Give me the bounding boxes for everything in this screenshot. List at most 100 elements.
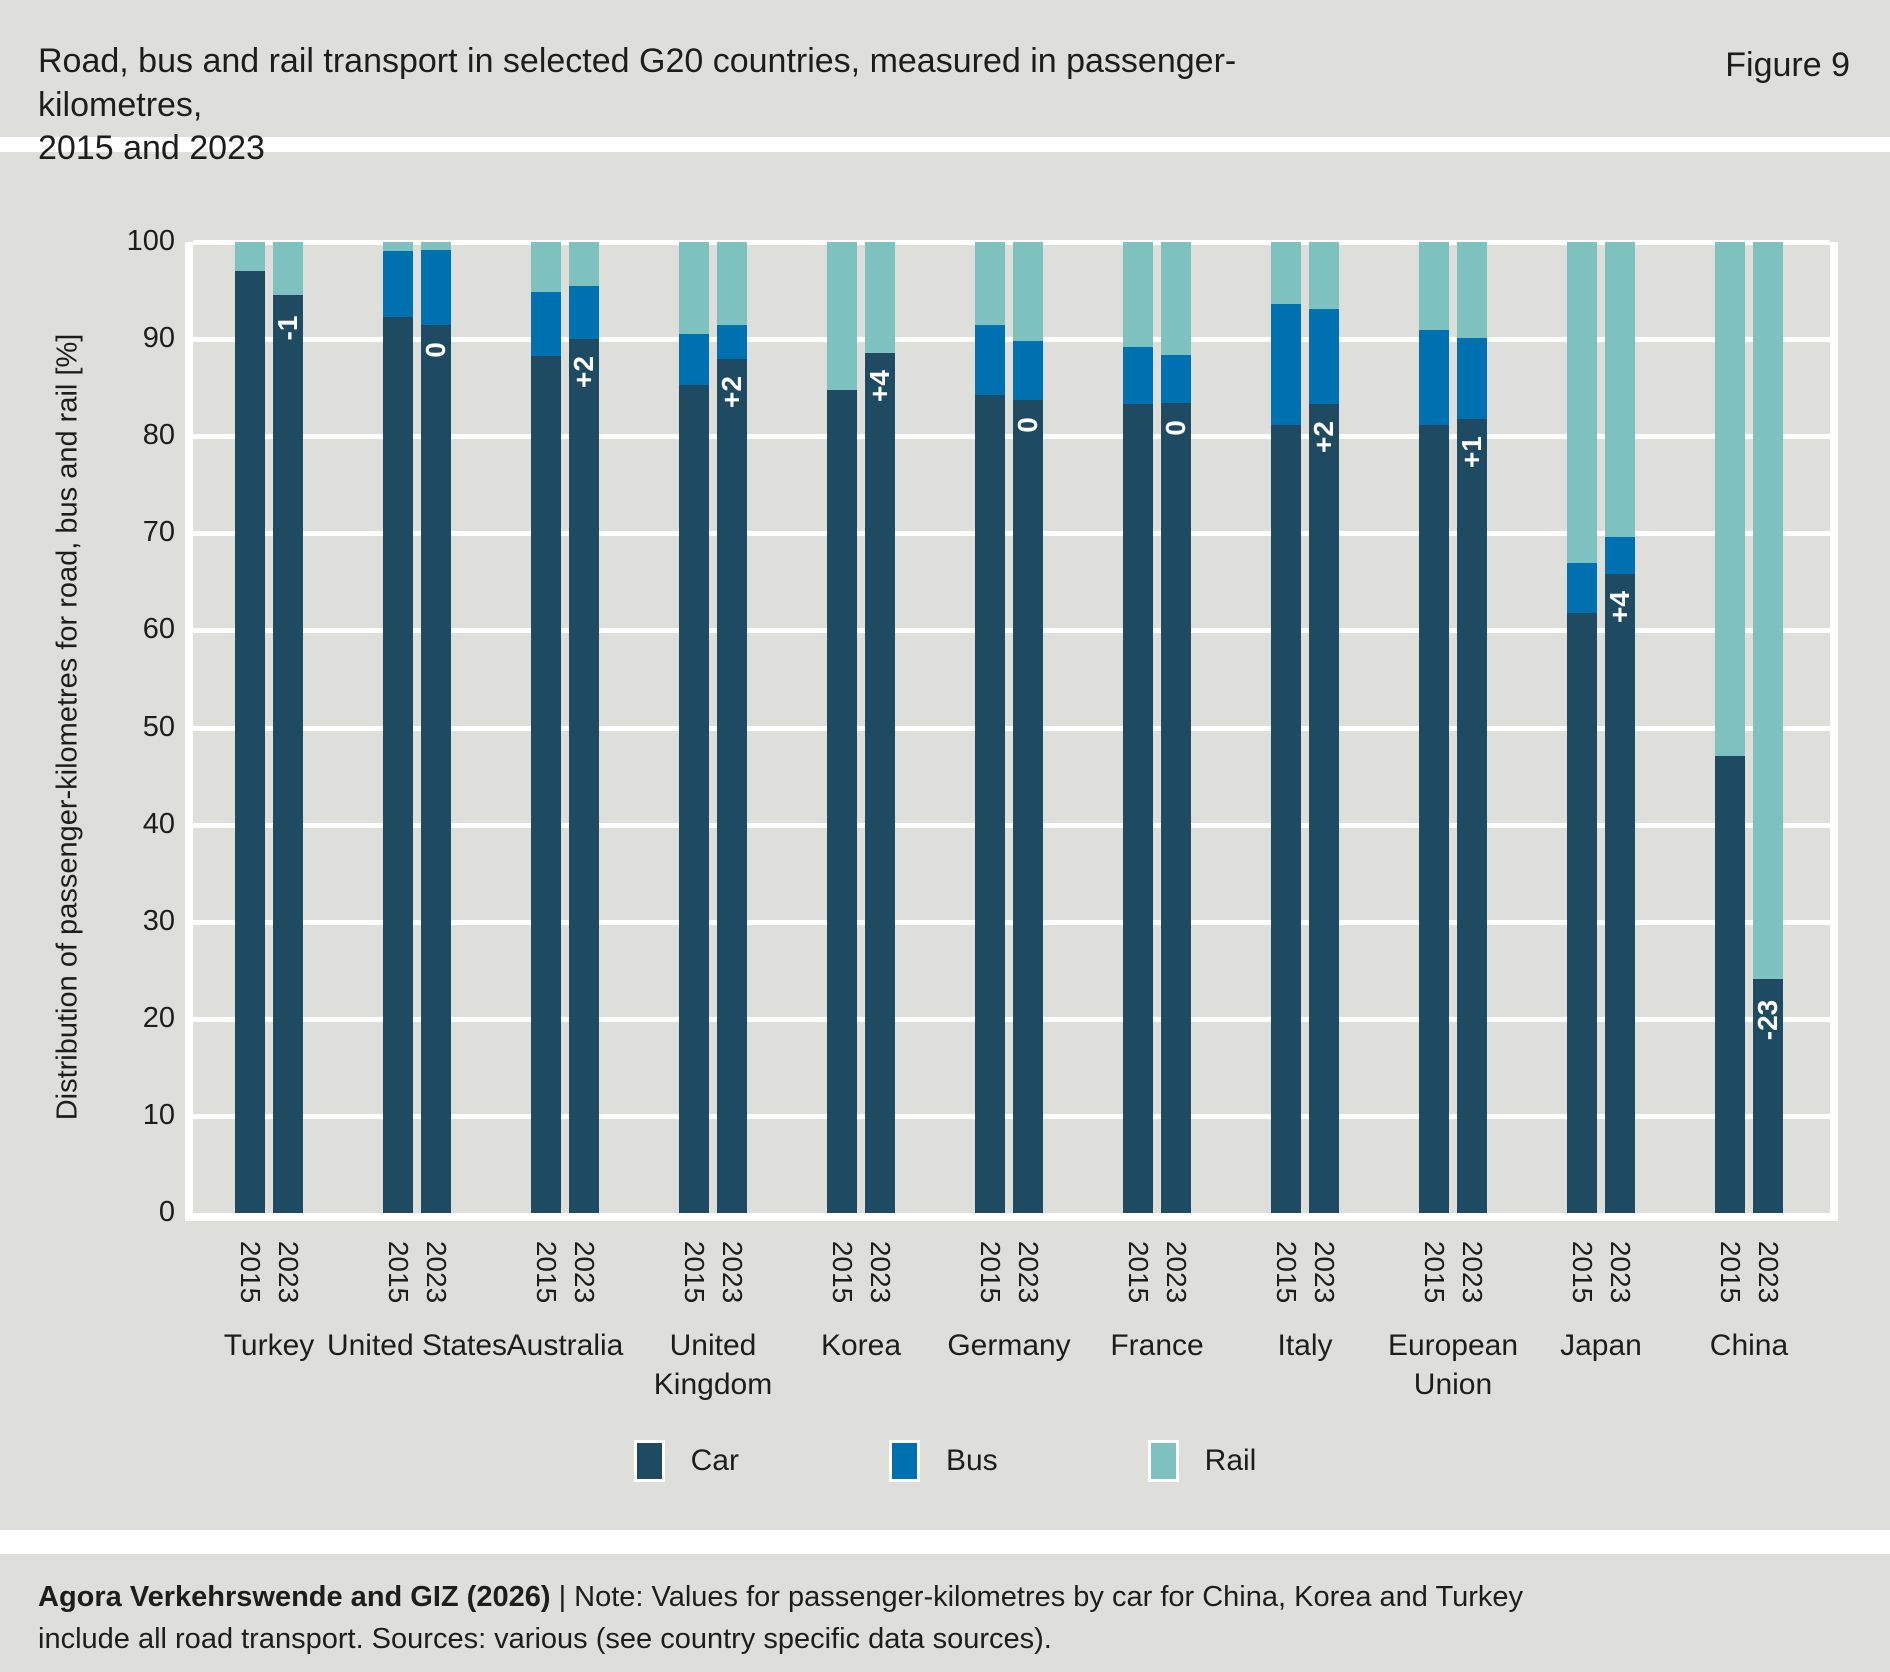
rail-segment bbox=[865, 242, 895, 353]
rail-segment bbox=[1457, 242, 1487, 339]
rail-swatch-icon bbox=[1147, 1440, 1179, 1482]
bar-united-kingdom-2023 bbox=[717, 242, 747, 1213]
y-tick-label-70: 70 bbox=[142, 516, 175, 549]
bar-turkey-2015 bbox=[235, 242, 265, 1213]
bar-united-states-2023 bbox=[421, 242, 451, 1213]
car-segment bbox=[1013, 400, 1043, 1213]
gridline-50 bbox=[193, 725, 1830, 731]
legend-item-rail: Rail bbox=[1147, 1440, 1257, 1482]
x-tick-year-2023: 2023 bbox=[1309, 1240, 1340, 1304]
bus-segment bbox=[1457, 338, 1487, 419]
x-tick-year-2015: 2015 bbox=[383, 1240, 414, 1304]
rail-segment bbox=[531, 242, 561, 292]
car-swatch-icon bbox=[633, 1440, 665, 1482]
legend-label-bus: Bus bbox=[945, 1444, 998, 1477]
change-label-japan: +4 bbox=[1604, 591, 1635, 624]
car-segment bbox=[569, 339, 599, 1213]
gridline-20 bbox=[193, 1016, 1830, 1022]
bar-china-2015 bbox=[1715, 242, 1745, 1213]
rail-segment bbox=[717, 242, 747, 325]
y-tick-label-0: 0 bbox=[158, 1196, 175, 1228]
legend-label-rail: Rail bbox=[1204, 1444, 1257, 1477]
rail-segment bbox=[1419, 242, 1449, 331]
rail-segment bbox=[235, 242, 265, 272]
bus-segment bbox=[1161, 354, 1191, 404]
gridline-60 bbox=[193, 628, 1830, 634]
source-text: Agora Verkehrswende and GIZ (2026) bbox=[38, 1581, 551, 1613]
gridline-40 bbox=[193, 822, 1830, 828]
country-label-turkey: Turkey bbox=[223, 1329, 315, 1362]
bar-australia-2023 bbox=[569, 242, 599, 1213]
car-segment bbox=[1715, 755, 1745, 1213]
x-tick-year-2023: 2023 bbox=[717, 1240, 748, 1304]
bar-japan-2015 bbox=[1567, 242, 1597, 1213]
bar-japan-2023 bbox=[1605, 242, 1635, 1213]
y-tick-label-100: 100 bbox=[126, 225, 175, 257]
car-segment bbox=[1161, 403, 1191, 1213]
y-tick-label-50: 50 bbox=[142, 710, 175, 743]
chart-title: Road, bus and rail transport in selected… bbox=[38, 40, 1378, 171]
plot-border-right bbox=[1830, 242, 1838, 1221]
change-label-france: 0 bbox=[1160, 420, 1191, 436]
rail-segment bbox=[1309, 242, 1339, 309]
rail-segment bbox=[1715, 242, 1745, 756]
x-tick-year-2015: 2015 bbox=[235, 1240, 266, 1304]
bar-united-states-2015 bbox=[383, 242, 413, 1213]
change-label-korea: +4 bbox=[864, 369, 895, 402]
car-segment bbox=[1605, 574, 1635, 1213]
bus-segment bbox=[421, 249, 451, 325]
car-segment bbox=[531, 355, 561, 1213]
gridline-30 bbox=[193, 919, 1830, 925]
change-label-european-union: +1 bbox=[1456, 435, 1487, 468]
rail-segment bbox=[1605, 242, 1635, 538]
x-tick-year-2015: 2015 bbox=[1271, 1240, 1302, 1304]
bar-australia-2015 bbox=[531, 242, 561, 1213]
x-tick-year-2015: 2015 bbox=[679, 1240, 710, 1304]
bus-segment bbox=[717, 324, 747, 359]
x-tick-year-2015: 2015 bbox=[1419, 1240, 1450, 1304]
car-segment bbox=[273, 295, 303, 1213]
header-background bbox=[0, 0, 1890, 137]
bar-european-union-2023 bbox=[1457, 242, 1487, 1213]
rail-segment bbox=[1123, 242, 1153, 347]
bus-segment bbox=[531, 291, 561, 356]
bar-turkey-2023 bbox=[273, 242, 303, 1213]
chart-title-line2: 2015 and 2023 bbox=[38, 129, 265, 168]
car-segment bbox=[1123, 404, 1153, 1213]
y-tick-label-40: 40 bbox=[142, 807, 175, 840]
legend-label-car: Car bbox=[690, 1444, 739, 1477]
country-label-china: China bbox=[1709, 1329, 1789, 1362]
x-tick-year-2015: 2015 bbox=[531, 1240, 562, 1304]
bar-italy-2015 bbox=[1271, 242, 1301, 1213]
x-tick-year-2023: 2023 bbox=[1457, 1240, 1488, 1304]
car-segment bbox=[1753, 978, 1783, 1213]
x-tick-year-2015: 2015 bbox=[1715, 1240, 1746, 1304]
gridline-90 bbox=[193, 337, 1830, 343]
car-segment bbox=[679, 384, 709, 1213]
bus-segment bbox=[1567, 563, 1597, 613]
bus-segment bbox=[383, 250, 413, 317]
rail-segment bbox=[1013, 242, 1043, 342]
bus-segment bbox=[975, 324, 1005, 396]
x-tick-year-2023: 2023 bbox=[1161, 1240, 1192, 1304]
country-label-italy: Italy bbox=[1277, 1329, 1333, 1362]
change-label-italy: +2 bbox=[1308, 421, 1339, 454]
x-tick-year-2023: 2023 bbox=[865, 1240, 896, 1304]
change-label-united-states: 0 bbox=[420, 341, 451, 358]
legend: Car Bus Rail bbox=[0, 1440, 1890, 1482]
change-label-turkey: -1 bbox=[272, 315, 303, 341]
car-segment bbox=[1271, 424, 1301, 1213]
car-segment bbox=[235, 271, 265, 1213]
legend-item-bus: Bus bbox=[888, 1440, 998, 1482]
bar-european-union-2015 bbox=[1419, 242, 1449, 1213]
car-segment bbox=[1419, 424, 1449, 1213]
gridline-70 bbox=[193, 531, 1830, 537]
country-label-european-union: European Union bbox=[1387, 1329, 1519, 1401]
x-tick-year-2023: 2023 bbox=[1605, 1240, 1636, 1304]
change-label-united-kingdom: +2 bbox=[716, 375, 747, 408]
bar-korea-2023 bbox=[865, 242, 895, 1213]
bus-segment bbox=[679, 334, 709, 385]
rail-segment bbox=[1753, 242, 1783, 979]
rail-segment bbox=[569, 242, 599, 286]
x-tick-year-2023: 2023 bbox=[273, 1240, 304, 1304]
